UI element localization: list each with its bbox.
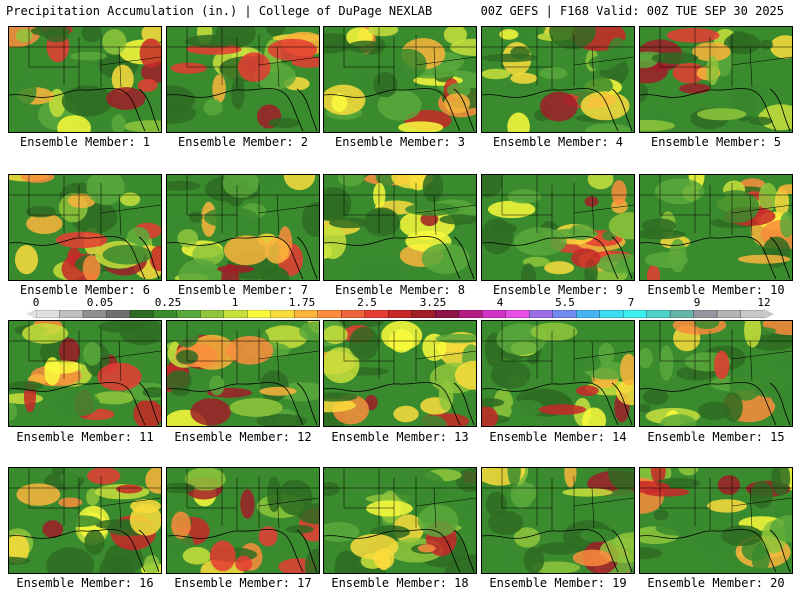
colorbar-tick-label: 7 (627, 296, 635, 309)
ensemble-member-map (166, 174, 320, 281)
colorbar-swatch (622, 310, 648, 318)
colorbar-swatch (317, 310, 342, 318)
colorbar-tick-label: 0.25 (154, 296, 182, 309)
ensemble-member-label: Ensemble Member: 6 (19, 283, 151, 297)
ensemble-member-map (166, 320, 320, 427)
ensemble-member-map (481, 174, 635, 281)
colorbar-swatch (59, 310, 84, 318)
ensemble-member-label: Ensemble Member: 18 (331, 576, 469, 590)
colorbar-tick-label: 12 (757, 296, 771, 309)
ensemble-member-map (323, 26, 477, 133)
colorbar-tick-label: 3.25 (419, 296, 447, 309)
ensemble-member-label: Ensemble Member: 11 (16, 430, 154, 444)
colorbar-swatch (575, 310, 601, 318)
ensemble-member-label: Ensemble Member: 19 (489, 576, 627, 590)
ensemble-member-label: Ensemble Member: 1 (19, 135, 151, 149)
colorbar-swatch (364, 310, 389, 318)
ensemble-member-map (166, 26, 320, 133)
ensemble-member-map (639, 26, 793, 133)
colorbar-swatch (388, 310, 413, 318)
ensemble-member-map (8, 174, 162, 281)
colorbar-swatch (200, 310, 225, 318)
ensemble-member-label: Ensemble Member: 17 (174, 576, 312, 590)
ensemble-member-map (8, 320, 162, 427)
map-title: Precipitation Accumulation (in.) | Colle… (6, 4, 433, 18)
ensemble-member-map (481, 26, 635, 133)
ensemble-member-label: Ensemble Member: 12 (174, 430, 312, 444)
colorbar-swatch (106, 310, 131, 318)
colorbar-swatch (552, 310, 577, 318)
ensemble-member-map (8, 26, 162, 133)
colorbar-tick-label: 0.05 (86, 296, 114, 309)
ensemble-member-map (166, 467, 320, 574)
ensemble-member-label: Ensemble Member: 7 (177, 283, 309, 297)
colorbar-swatch (153, 310, 178, 318)
colorbar-tick-label: 1 (231, 296, 239, 309)
colorbar-swatch (435, 310, 460, 318)
ensemble-member-label: Ensemble Member: 16 (16, 576, 154, 590)
colorbar-swatch (270, 310, 295, 318)
colorbar-swatch (247, 310, 272, 318)
ensemble-member-label: Ensemble Member: 5 (650, 135, 782, 149)
colorbar-swatch (646, 310, 671, 318)
colorbar-left-arrow (26, 309, 36, 319)
ensemble-member-label: Ensemble Member: 8 (334, 283, 466, 297)
ensemble-member-map (639, 467, 793, 574)
ensemble-member-label: Ensemble Member: 9 (492, 283, 624, 297)
colorbar-tick-label: 2.5 (357, 296, 377, 309)
ensemble-member-label: Ensemble Member: 20 (647, 576, 785, 590)
ensemble-member-map (8, 467, 162, 574)
valid-time: 00Z GEFS | F168 Valid: 00Z TUE SEP 30 20… (480, 4, 784, 18)
colorbar-tick-label: 4 (496, 296, 504, 309)
colorbar-right-arrow (764, 309, 774, 319)
ensemble-member-map (639, 320, 793, 427)
ensemble-member-label: Ensemble Member: 2 (177, 135, 309, 149)
colorbar-swatch (411, 310, 436, 318)
colorbar-swatch (740, 310, 764, 318)
colorbar-swatch (599, 310, 624, 318)
ensemble-member-label: Ensemble Member: 14 (489, 430, 627, 444)
colorbar-swatch (458, 310, 483, 318)
ensemble-member-label: Ensemble Member: 4 (492, 135, 624, 149)
ensemble-member-map (323, 320, 477, 427)
colorbar-tick-label: 9 (693, 296, 701, 309)
ensemble-member-map (639, 174, 793, 281)
colorbar-swatch (129, 310, 155, 318)
colorbar-swatch (223, 310, 248, 318)
colorbar-swatch (294, 310, 319, 318)
colorbar-tick-label: 1.75 (288, 296, 316, 309)
colorbar-swatch (36, 310, 61, 318)
colorbar-swatch (341, 310, 366, 318)
colorbar-swatch (176, 310, 202, 318)
colorbar-swatch (529, 310, 554, 318)
colorbar-tick-label: 0 (32, 296, 40, 309)
colorbar-swatch (669, 310, 695, 318)
precipitation-colorbar (36, 310, 764, 318)
ensemble-member-label: Ensemble Member: 3 (334, 135, 466, 149)
ensemble-member-map (323, 174, 477, 281)
colorbar-swatch (505, 310, 530, 318)
colorbar-swatch (482, 310, 507, 318)
colorbar-swatch (716, 310, 742, 318)
ensemble-member-map (481, 320, 635, 427)
ensemble-member-map (481, 467, 635, 574)
colorbar-swatch (693, 310, 718, 318)
colorbar-swatch (82, 310, 108, 318)
ensemble-member-label: Ensemble Member: 10 (647, 283, 785, 297)
ensemble-member-map (323, 467, 477, 574)
ensemble-member-label: Ensemble Member: 13 (331, 430, 469, 444)
ensemble-member-label: Ensemble Member: 15 (647, 430, 785, 444)
colorbar-tick-label: 5.5 (555, 296, 575, 309)
